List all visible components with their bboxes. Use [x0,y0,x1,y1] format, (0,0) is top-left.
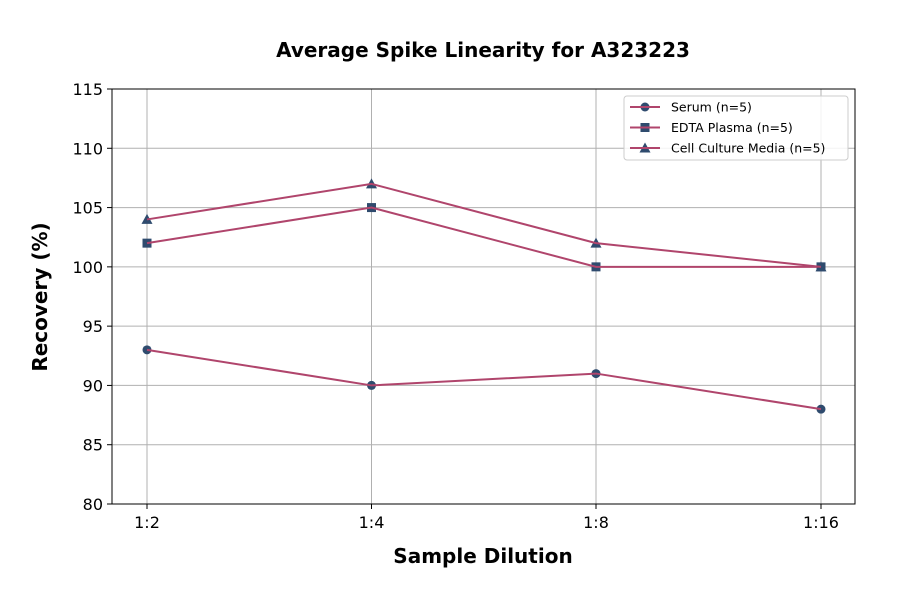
x-axis-label: Sample Dilution [393,544,572,568]
x-tick-label: 1:8 [583,513,609,532]
legend: Serum (n=5) EDTA Plasma (n=5) Cell Culture… [623,95,849,161]
x-tick-label: 1:4 [359,513,385,532]
y-tick-label: 110 [72,139,103,158]
x-tick-label: 1:16 [803,513,839,532]
legend-box [623,95,849,161]
y-tick-label: 105 [72,199,103,218]
legend-label: Cell Culture Media (n=5) [671,141,825,156]
y-tick-label: 85 [83,436,103,455]
y-tick-label: 95 [83,317,103,336]
series-circle [142,345,826,414]
series-triangle [141,178,827,272]
y-tick-label: 90 [83,376,103,395]
y-tick-label: 115 [72,80,103,99]
y-axis-label: Recovery (%) [28,222,52,371]
y-tick-label: 100 [72,258,103,277]
series-line [146,182,822,268]
x-tick-label: 1:2 [134,513,160,532]
legend-label: EDTA Plasma (n=5) [671,120,793,135]
chart-title: Average Spike Linearity for A323223 [276,38,690,62]
legend-label: Serum (n=5) [671,100,752,115]
series-line [146,348,822,411]
plot-frame [111,88,856,505]
series-line [146,206,821,268]
y-tick-label: 80 [83,495,103,514]
